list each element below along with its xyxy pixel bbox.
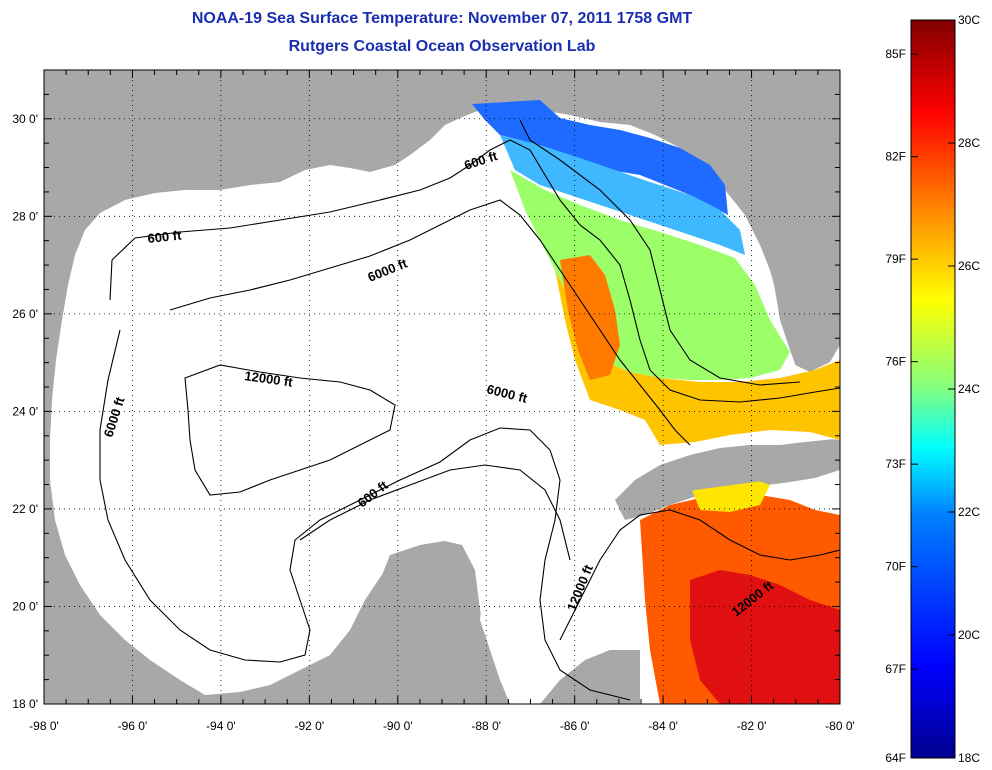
x-tick-label: -96 0' <box>118 719 148 733</box>
sst-mid-band <box>510 170 790 380</box>
colorbar-label-f: 64F <box>885 751 906 765</box>
x-tick-label: -80 0' <box>825 719 855 733</box>
land-cuba-overlay <box>620 442 840 518</box>
land-florida-overlay <box>690 70 840 355</box>
x-tick-label: -92 0' <box>295 719 325 733</box>
contour-6000ft-central <box>169 199 691 446</box>
colorbar-label-f: 82F <box>885 150 906 164</box>
colorbar-label-c: 18C <box>958 751 980 765</box>
colorbar-label-c: 24C <box>958 382 980 396</box>
x-tick-label: -94 0' <box>206 719 236 733</box>
land-yucatan <box>372 540 482 704</box>
x-tick-label: -86 0' <box>560 719 590 733</box>
y-tick-label: 18 0' <box>12 697 38 711</box>
x-tick-labels: -98 0' -96 0' -94 0' -92 0' -90 0' -88 0' -86 … <box>29 719 855 733</box>
contour-600ft-north <box>109 139 840 403</box>
y-tick-label: 20 0' <box>12 599 38 613</box>
y-tick-label: 24 0' <box>12 404 38 418</box>
y-tick-label: 30 0' <box>12 112 38 126</box>
contour-6000ft-west <box>99 329 631 701</box>
colorbar-label-f: 70F <box>885 560 906 574</box>
y-tick-label: 22 0' <box>12 502 38 516</box>
axis-ticks <box>43 69 841 705</box>
sst-warm-core <box>560 255 620 380</box>
contour-600ft-south <box>299 464 571 561</box>
lat-lon-grid <box>44 70 840 704</box>
colorbar-ticks <box>911 19 955 759</box>
contour-12000ft <box>184 364 396 496</box>
bathymetry-contours <box>99 119 840 701</box>
x-tick-label: -98 0' <box>29 719 59 733</box>
colorbar-label-f: 79F <box>885 252 906 266</box>
colorbar-label-f: 73F <box>885 457 906 471</box>
colorbar-label-f: 67F <box>885 662 906 676</box>
y-tick-labels: 18 0' 20 0' 22 0' 24 0' 26 0' 28 0' 30 0' <box>12 112 38 711</box>
colorbar <box>910 19 956 759</box>
map-subtitle: Rutgers Coastal Ocean Observation Lab <box>288 38 596 55</box>
colorbar-label-c: 28C <box>958 136 980 150</box>
colorbar-label-f: 76F <box>885 355 906 369</box>
contour-shelf-fl <box>519 119 801 386</box>
map-title: NOAA-19 Sea Surface Temperature: Novembe… <box>191 10 693 27</box>
x-tick-label: -90 0' <box>383 719 413 733</box>
colorbar-label-c: 20C <box>958 628 980 642</box>
colorbar-label-c: 22C <box>958 505 980 519</box>
colorbar-label-c: 26C <box>958 259 980 273</box>
x-tick-label: -88 0' <box>471 719 501 733</box>
x-tick-label: -84 0' <box>648 719 678 733</box>
y-tick-label: 28 0' <box>12 209 38 223</box>
contour-label-12000ft-a: 12000 ft <box>244 368 295 390</box>
sst-caribbean-hot <box>690 570 840 704</box>
colorbar-label-f: 85F <box>885 47 906 61</box>
x-tick-label: -82 0' <box>737 719 767 733</box>
sst-cool-band <box>500 135 745 255</box>
contour-label-600ft-a: 600 ft <box>147 227 183 246</box>
colorbar-label-c: 30C <box>958 13 980 27</box>
y-tick-label: 26 0' <box>12 307 38 321</box>
colorbar-labels: 30C 28C 26C 24C 22C 20C 18C 85F 82F 79F 76F 73F 70F 6… <box>885 13 980 765</box>
sst-warm-band <box>555 270 840 445</box>
land-central-america-east <box>540 650 640 704</box>
sst-cold-shelf <box>472 100 728 215</box>
contour-12000ft-east <box>559 509 840 641</box>
